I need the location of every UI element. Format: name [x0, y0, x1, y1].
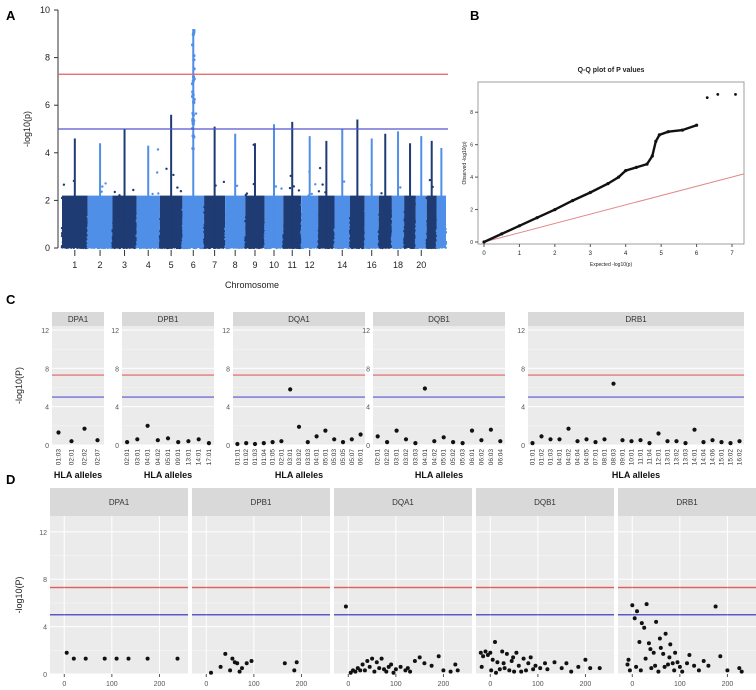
manhattan-point [157, 192, 160, 195]
manhattan-point-hla [190, 82, 195, 86]
manhattan-x-label: Chromosome [225, 280, 279, 290]
manhattan-point-hla [192, 77, 196, 81]
manhattan-point [113, 190, 117, 194]
manhattan-point [165, 167, 168, 170]
manhattan-point [235, 184, 239, 187]
manhattan-point [151, 192, 154, 196]
manhattan-chr-5 [158, 114, 184, 250]
manhattan-chr-12 [300, 136, 320, 250]
manhattan-point-hla [192, 54, 196, 58]
manhattan-point-hla [192, 58, 196, 62]
manhattan-chr-4 [135, 145, 162, 250]
panel-letter-b: B [470, 8, 479, 23]
manhattan-chr-6 [181, 29, 206, 250]
manhattan-y-tick-label: 2 [45, 195, 50, 205]
manhattan-point-hla [192, 97, 196, 101]
manhattan-chr-2 [86, 143, 114, 250]
manhattan-point [194, 112, 198, 115]
manhattan-point-hla [191, 90, 195, 94]
manhattan-chr-11 [282, 121, 303, 250]
manhattan-y-tick-label: 8 [45, 53, 50, 63]
manhattan-chr-3 [111, 129, 138, 250]
manhattan-chr-13 [317, 140, 336, 250]
manhattan-point [101, 185, 104, 188]
manhattan-y-tick-label: 0 [45, 243, 50, 253]
manhattan-point [317, 190, 321, 193]
manhattan-point-hla [192, 67, 196, 71]
manhattan-point [297, 189, 301, 192]
manhattan-chr-1 [60, 138, 89, 250]
manhattan-y-label: -log10(p) [22, 111, 32, 147]
manhattan-point [274, 185, 278, 188]
manhattan-point [310, 192, 313, 196]
panel-letter-d: D [6, 472, 15, 487]
manhattan-y-tick-label: 4 [45, 148, 50, 158]
manhattan-point [62, 183, 66, 186]
manhattan-point [100, 190, 103, 193]
panel-letter-a: A [6, 8, 16, 23]
manhattan-point [176, 186, 179, 189]
manhattan-point [314, 183, 317, 186]
manhattan-point-hla [191, 147, 195, 151]
manhattan-point [179, 190, 183, 193]
manhattan-chr-10 [263, 124, 285, 250]
manhattan-y-tick-label: 6 [45, 100, 50, 110]
manhattan-point [132, 188, 135, 192]
manhattan-point [156, 148, 160, 151]
manhattan-point-hla [192, 119, 196, 123]
manhattan-chr-16 [363, 138, 380, 250]
manhattan-point-hla [192, 31, 196, 35]
panel-letter-c: C [6, 292, 16, 307]
manhattan-point [222, 180, 226, 184]
manhattan-chr-8 [224, 133, 247, 250]
manhattan-point-hla [192, 135, 196, 139]
manhattan-point [156, 171, 159, 174]
manhattan-y-tick-label: 10 [40, 5, 50, 15]
manhattan-chr-14 [333, 129, 352, 250]
manhattan-point [104, 182, 107, 185]
manhattan-point [342, 180, 346, 183]
manhattan-point [321, 183, 324, 186]
manhattan-point [288, 186, 292, 190]
manhattan-point-hla [191, 111, 195, 115]
manhattan-chr-7 [203, 126, 227, 250]
manhattan-point [318, 166, 322, 170]
manhattan-point [245, 192, 249, 195]
manhattan-point [172, 173, 175, 177]
manhattan-chr-9 [244, 143, 266, 250]
manhattan-point-hla [191, 122, 195, 126]
manhattan-point [280, 187, 283, 190]
manhattan-point-hla [191, 43, 195, 47]
manhattan-point-hla [191, 93, 195, 97]
manhattan-chr-15 [348, 119, 366, 250]
